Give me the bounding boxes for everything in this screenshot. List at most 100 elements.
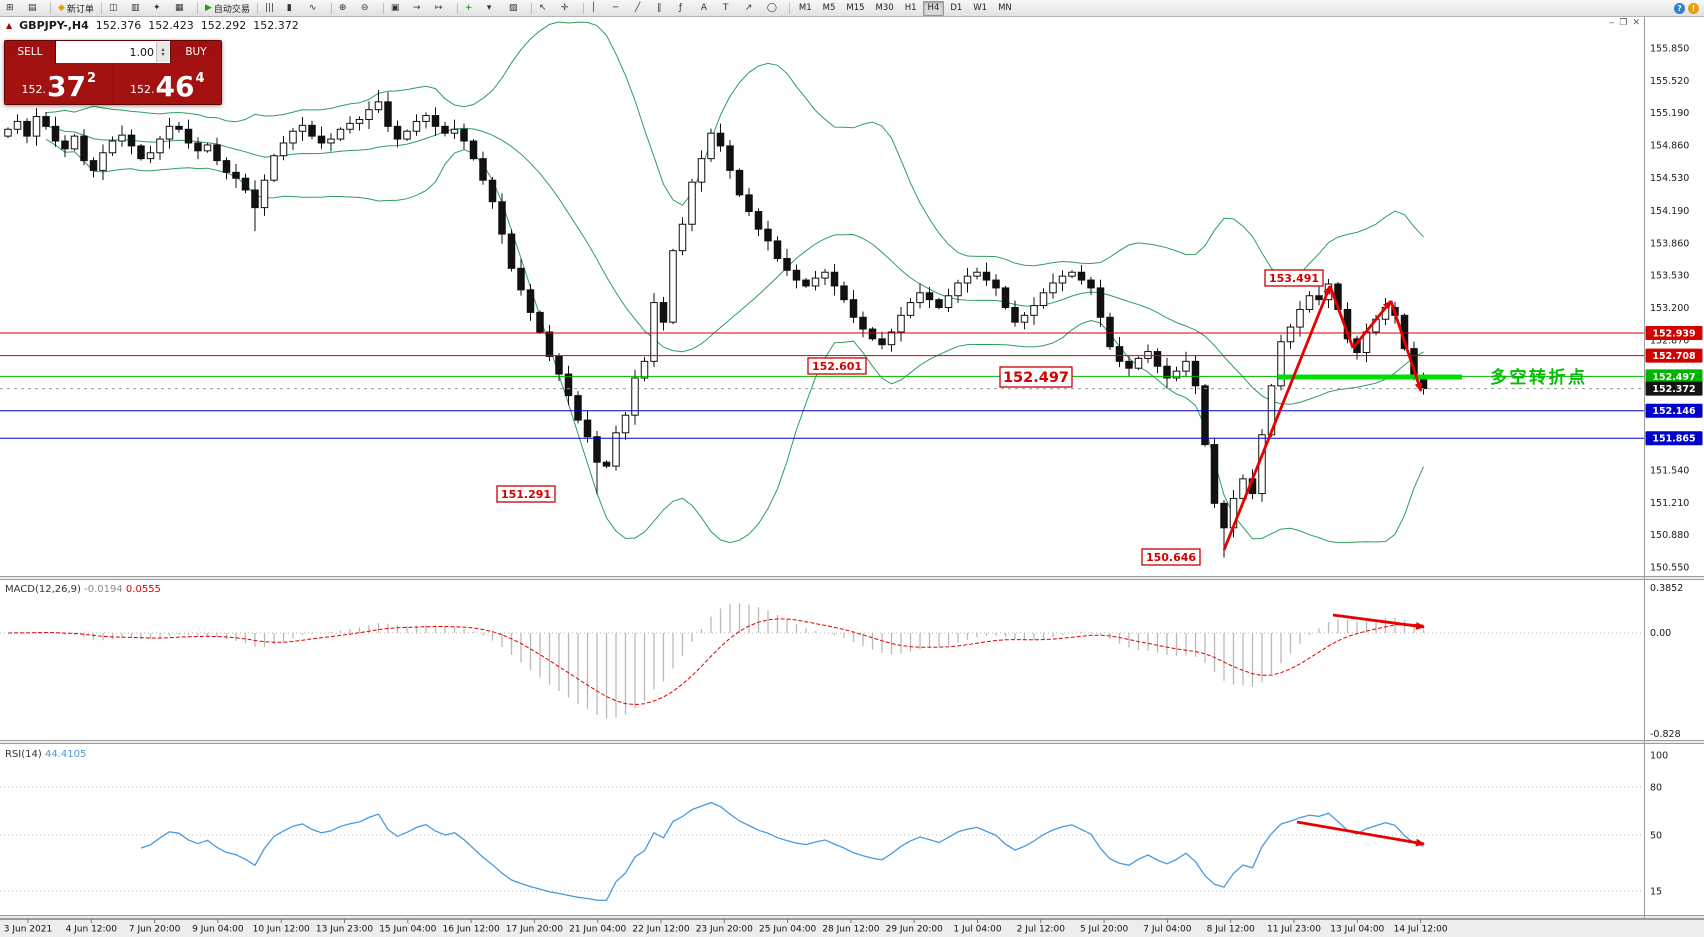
minimize-chart-button[interactable]: ‒ — [1608, 18, 1615, 28]
panel-splitter[interactable] — [0, 915, 1704, 919]
toolbar-right-icons: ?! — [1674, 2, 1701, 14]
autotrading-button[interactable]: ▶ 自动交易 — [202, 0, 253, 16]
arrow-tool-button[interactable]: ↗ — [742, 0, 763, 16]
candlestick-chart-button[interactable]: ▮ — [284, 0, 305, 16]
timeframe-h4-button[interactable]: H4 — [922, 0, 945, 16]
time-axis[interactable]: 3 Jun 2021 4 Jun 12:00 7 Jun 20:00 9 Jun 04… — [0, 919, 1704, 937]
price-axis-label: 152.870 — [1650, 335, 1689, 346]
time-axis-label: 11 Jul 23:00 — [1267, 925, 1321, 935]
timeframe-w1-button[interactable]: W1 — [973, 3, 988, 13]
price-label-151.291[interactable]: 151.291 — [496, 485, 556, 503]
new-chart-button[interactable]: ⊞ — [3, 0, 24, 16]
autotrading-label: 自动交易 — [213, 4, 250, 15]
bollinger-lower-band — [45, 138, 1424, 544]
panel-splitter[interactable] — [0, 740, 1704, 744]
timeframe-m30-button[interactable]: M30 — [875, 3, 894, 13]
restore-chart-button[interactable]: ❐ — [1619, 18, 1628, 28]
timeframe-m1-button[interactable]: M1 — [798, 3, 812, 13]
candlestick-chart-icon: ▮ — [286, 2, 292, 13]
time-axis-label: 15 Jun 04:00 — [379, 925, 436, 935]
crosshair-button[interactable]: ✛ — [558, 0, 579, 16]
profiles-button[interactable]: ▤ — [25, 0, 46, 16]
volume-field[interactable]: 1.00 ▴ ▾ — [56, 41, 170, 63]
shapes-button[interactable]: ◯ — [764, 0, 785, 16]
timeframe-mn-button[interactable]: MN — [998, 3, 1012, 13]
price-label-153.491[interactable]: 153.491 — [1264, 269, 1324, 287]
trend-arrow-macd[interactable] — [1332, 613, 1425, 630]
timeframe-m15-button[interactable]: M15 — [846, 3, 865, 13]
data-window-icon: ▥ — [130, 2, 140, 13]
rsi-label: RSI(14) 44.4105 — [5, 749, 86, 760]
turning-point-note[interactable]: 多空转折点 — [1490, 367, 1588, 388]
new-order-button[interactable]: ◆ 新订单 — [55, 0, 97, 16]
indicators-button[interactable]: + — [462, 0, 483, 16]
macd-panel[interactable] — [0, 580, 1644, 740]
time-axis-label: 13 Jun 23:00 — [316, 925, 373, 935]
time-axis-label: 22 Jun 12:00 — [632, 925, 689, 935]
trend-arrow-main[interactable] — [1328, 285, 1355, 349]
toolbar-separator — [382, 2, 384, 14]
auto-scroll-button[interactable]: → — [410, 0, 431, 16]
main-chart-area[interactable] — [0, 16, 1644, 576]
text-label-button[interactable]: T — [720, 0, 741, 16]
time-axis-label: 9 Jun 04:00 — [192, 925, 244, 935]
close-chart-button[interactable]: ✕ — [1632, 18, 1640, 28]
trend-arrow-main[interactable] — [1222, 285, 1332, 551]
sell-price[interactable]: 152. 37 2 — [5, 63, 113, 104]
time-axis-label: 23 Jun 20:00 — [696, 925, 753, 935]
price-label-150.646[interactable]: 150.646 — [1141, 548, 1201, 566]
market-watch-button[interactable]: ◫ — [106, 0, 127, 16]
trend-arrow-main[interactable] — [1389, 300, 1423, 392]
price-axis-label: 150.880 — [1650, 530, 1689, 541]
tile-windows-button[interactable]: ▣ — [388, 0, 409, 16]
trend-arrow-main[interactable] — [1351, 300, 1393, 349]
bar-chart-button[interactable]: ||| — [262, 0, 283, 16]
sell-button[interactable]: SELL — [5, 41, 56, 63]
zoom-out-icon: ⊖ — [360, 2, 369, 13]
trend-arrow-rsi[interactable] — [1296, 820, 1425, 847]
vertical-line-button[interactable]: │ — [588, 0, 609, 16]
panel-splitter[interactable] — [0, 576, 1704, 580]
chart-symbol: GBPJPY-,H4 — [19, 19, 89, 32]
zoom-out-button[interactable]: ⊖ — [358, 0, 379, 16]
time-axis-label: 7 Jun 20:00 — [129, 925, 181, 935]
profiles-icon: ▤ — [28, 2, 37, 13]
zoom-in-button[interactable]: ⊕ — [336, 0, 357, 16]
line-chart-button[interactable]: ∿ — [306, 0, 327, 16]
navigator-button[interactable]: ✦ — [150, 0, 171, 16]
periods-button[interactable]: ▾ — [484, 0, 505, 16]
buy-button[interactable]: BUY — [170, 41, 221, 63]
cursor-button[interactable]: ↖ — [536, 0, 557, 16]
chart-shift-button[interactable]: ↦ — [432, 0, 453, 16]
trendline-button[interactable]: ╱ — [632, 0, 653, 16]
rsi-panel[interactable] — [0, 744, 1644, 915]
data-window-button[interactable]: ▥ — [128, 0, 149, 16]
svg-text:151.291: 151.291 — [501, 488, 551, 501]
timeframe-d1-button[interactable]: D1 — [950, 3, 963, 13]
buy-price-big: 46 — [155, 70, 195, 104]
notifications-icon[interactable]: ! — [1688, 2, 1699, 14]
timeframe-h1-button[interactable]: H1 — [904, 3, 917, 13]
cursor-icon: ↖ — [538, 2, 547, 13]
price-axis-label: 155.520 — [1650, 76, 1689, 87]
arrow-tool-icon: ↗ — [744, 2, 753, 13]
channel-button[interactable]: ∥ — [654, 0, 675, 16]
horizontal-line-button[interactable]: ─ — [610, 0, 631, 16]
fibonacci-button[interactable]: ƒ — [676, 0, 697, 16]
text-button[interactable]: A — [698, 0, 719, 16]
price-label-152.601[interactable]: 152.601 — [807, 357, 867, 375]
price-tag-152.146: 152.146 — [1645, 403, 1703, 418]
templates-button[interactable]: ▨ — [506, 0, 527, 16]
terminal-button[interactable]: ▦ — [172, 0, 193, 16]
bollinger-upper-band — [45, 21, 1424, 281]
timeframe-m5-button[interactable]: M5 — [822, 3, 836, 13]
volume-decrease-button[interactable]: ▾ — [161, 51, 165, 58]
sell-price-sup: 2 — [86, 71, 96, 86]
volume-value[interactable]: 1.00 — [129, 45, 155, 59]
rsi-axis-label: 50 — [1650, 831, 1662, 842]
buy-price[interactable]: 152. 46 4 — [112, 63, 222, 104]
price-label-152.497[interactable]: 152.497 — [999, 366, 1073, 388]
volume-increase-button[interactable]: ▴ — [161, 46, 165, 53]
help-icon[interactable]: ? — [1674, 2, 1685, 14]
price-axis[interactable]: 155.850 155.520 155.190 154.860 154.530 154.1… — [1644, 16, 1703, 937]
